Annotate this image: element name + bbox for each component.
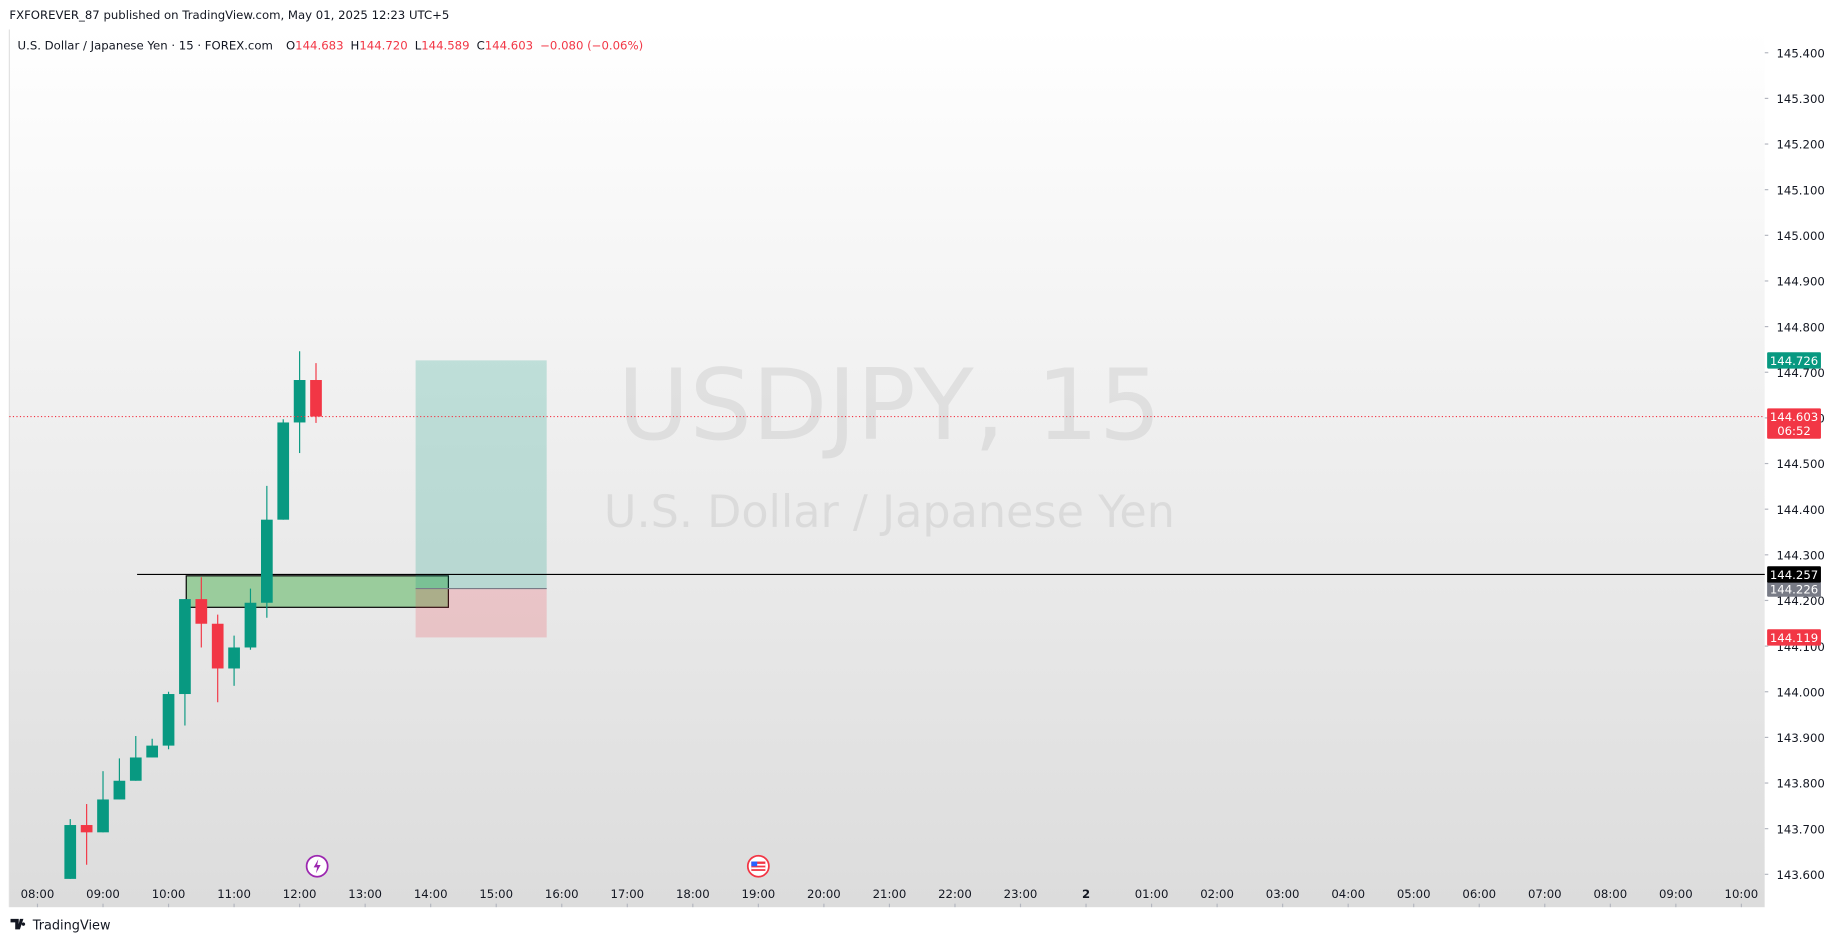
legend-label: L <box>415 38 422 52</box>
price-axis <box>1764 29 1835 908</box>
y-tick-label: 143.700 <box>1776 822 1824 836</box>
legend-value: 144.603 <box>485 38 533 52</box>
y-tick-label: 144.700 <box>1776 366 1824 380</box>
candle-body <box>228 647 240 669</box>
x-tick-label: 23:00 <box>1004 887 1038 901</box>
position-stop <box>415 588 547 638</box>
price-badge <box>1767 352 1821 369</box>
candle-body <box>80 825 93 833</box>
y-tick-label: 145.200 <box>1776 138 1824 152</box>
x-tick-label: 01:00 <box>1135 887 1169 901</box>
price-badge-label: 144.257 <box>1770 568 1818 582</box>
position-target <box>415 360 547 589</box>
x-tick-label: 08:00 <box>1593 887 1627 901</box>
candle-body <box>260 519 273 603</box>
candle-body <box>129 757 142 781</box>
x-tick-label: 17:00 <box>610 887 644 901</box>
x-tick-label: 16:00 <box>545 887 579 901</box>
x-tick-label: 05:00 <box>1397 887 1431 901</box>
candle-body <box>211 623 224 669</box>
y-tick-label: 144.900 <box>1776 275 1824 289</box>
candle-body <box>244 602 257 648</box>
event-icon <box>746 854 770 878</box>
candle-body <box>195 599 208 624</box>
candle-body <box>97 799 109 833</box>
y-tick-label: 143.900 <box>1776 731 1824 745</box>
event-icon <box>305 854 329 878</box>
legend-label: O <box>286 38 295 52</box>
countdown: 06:52 <box>1777 424 1811 438</box>
candle-body <box>64 825 77 879</box>
price-badge-label: 144.603 <box>1770 410 1818 424</box>
price-badge <box>1767 566 1821 583</box>
x-tick-label: 20:00 <box>807 887 841 901</box>
candle-body <box>113 780 126 800</box>
footer: TradingView <box>32 918 111 933</box>
legend-label: C <box>477 38 485 52</box>
x-tick-label: 19:00 <box>742 887 776 901</box>
x-tick-label: 14:00 <box>414 887 448 901</box>
y-tick-label: 144.300 <box>1776 549 1824 563</box>
y-tick-label: 145.100 <box>1776 183 1824 197</box>
x-tick-label: 2 <box>1082 887 1090 901</box>
y-tick-label: 145.000 <box>1776 229 1824 243</box>
y-tick-label: 144.800 <box>1776 320 1824 334</box>
candle-body <box>146 745 159 758</box>
x-tick-label: 04:00 <box>1331 887 1365 901</box>
candle-body <box>162 694 175 746</box>
legend-symbol: U.S. Dollar / Japanese Yen · 15 · FOREX.… <box>18 38 273 52</box>
candle-body <box>293 380 306 423</box>
x-tick-label: 06:00 <box>1462 887 1496 901</box>
price-badge <box>1767 629 1821 646</box>
x-tick-label: 09:00 <box>86 887 120 901</box>
x-tick-label: 13:00 <box>348 887 382 901</box>
legend-change: −0.080 (−0.06%) <box>540 38 643 52</box>
watermark: USDJPY, 15 U.S. Dollar / Japanese Yen <box>604 349 1175 538</box>
candle-body <box>277 422 290 520</box>
y-tick-label: 144.200 <box>1776 594 1824 608</box>
y-tick-label: 143.800 <box>1776 777 1824 791</box>
price-badge <box>1767 580 1821 597</box>
y-tick-label: 144.400 <box>1776 503 1824 517</box>
legend-value: 144.683 <box>295 38 343 52</box>
x-tick-label: 12:00 <box>283 887 317 901</box>
legend-value: 144.720 <box>359 38 407 52</box>
plot-area <box>9 29 1765 908</box>
watermark-symbol: USDJPY, 15 <box>618 349 1162 463</box>
x-tick-label: 15:00 <box>479 887 513 901</box>
footer-logo <box>10 918 26 930</box>
y-tick-label: 143.600 <box>1776 868 1824 882</box>
y-tick-label: 145.300 <box>1776 92 1824 106</box>
x-tick-label: 03:00 <box>1266 887 1300 901</box>
x-tick-label: 18:00 <box>676 887 710 901</box>
price-badge-label: 144.226 <box>1770 582 1818 596</box>
x-tick-label: 02:00 <box>1200 887 1234 901</box>
y-tick-label: 144.500 <box>1776 457 1824 471</box>
price-badge <box>1767 408 1821 439</box>
legend: U.S. Dollar / Japanese Yen · 15 · FOREX.… <box>18 38 644 52</box>
x-tick-label: 07:00 <box>1528 887 1562 901</box>
x-tick-label: 08:00 <box>21 887 55 901</box>
x-tick-label: 11:00 <box>217 887 251 901</box>
watermark-description: U.S. Dollar / Japanese Yen <box>604 487 1175 538</box>
y-tick-label: 145.400 <box>1776 46 1824 60</box>
y-tick-label: 144.000 <box>1776 685 1824 699</box>
candle-body <box>179 599 191 695</box>
legend-label: H <box>351 38 360 52</box>
price-badge-label: 144.726 <box>1770 354 1818 368</box>
x-tick-label: 10:00 <box>152 887 186 901</box>
candle-body <box>310 380 322 417</box>
legend-value: 144.589 <box>421 38 469 52</box>
x-tick-label: 21:00 <box>873 887 907 901</box>
price-badge-label: 144.119 <box>1770 631 1818 645</box>
x-tick-label: 09:00 <box>1659 887 1693 901</box>
zone <box>185 575 449 608</box>
x-tick-label: 22:00 <box>938 887 972 901</box>
header: FXFOREVER_87 published on TradingView.co… <box>9 8 449 22</box>
x-tick-label: 10:00 <box>1725 887 1759 901</box>
